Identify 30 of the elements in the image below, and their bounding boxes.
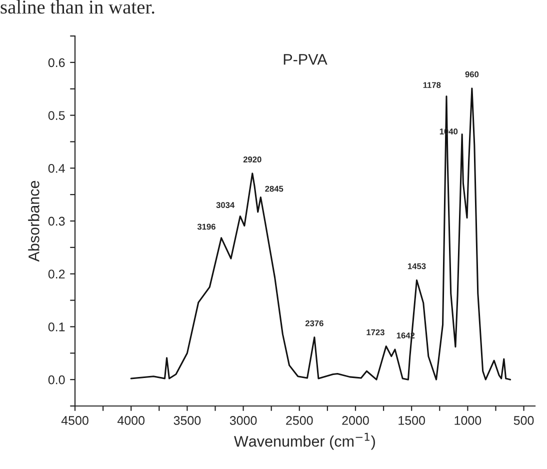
annotation: 2376 <box>305 320 324 326</box>
annotation: 3196 <box>197 224 216 230</box>
text: P-PVA <box>284 54 328 65</box>
x-tick-label: 500 <box>514 416 534 425</box>
x-tick-label: 1500 <box>398 416 425 425</box>
x-axis-title: Wavenumber (cm$^{−1}$) <box>234 432 375 450</box>
line-series <box>130 88 512 380</box>
annotation: 3034 <box>216 202 235 208</box>
y-tick-label: 0.4 <box>48 164 65 173</box>
x-tick-label: 4500 <box>61 416 88 425</box>
y-tick-label: 0.3 <box>48 216 65 226</box>
x-tick-label: 1000 <box>454 416 482 425</box>
y-tick-label: 0.6 <box>48 58 65 68</box>
annotation: 2845 <box>265 186 284 192</box>
y-tick-label: 0.1 <box>48 322 65 332</box>
x-tick-label: 3500 <box>174 416 201 425</box>
annotation: 2920 <box>243 156 262 162</box>
annotation: 1453 <box>408 263 426 270</box>
annotation: 960 <box>465 71 479 78</box>
x-tick-label: 2000 <box>342 416 369 425</box>
x-tick-label: 2500 <box>286 416 313 425</box>
y-tick-label: 0.2 <box>48 270 65 279</box>
annotation: 1178 <box>423 82 441 88</box>
y-tick-label: 0.0 <box>48 375 65 384</box>
x-tick-label: 4000 <box>117 416 145 425</box>
y-axis-title: Absorbance <box>28 180 40 262</box>
x-tick-label: 3000 <box>230 416 257 425</box>
text: saline than in water. <box>0 0 154 14</box>
annotation: 1723 <box>366 329 384 336</box>
y-tick-label: 0.5 <box>48 111 65 120</box>
